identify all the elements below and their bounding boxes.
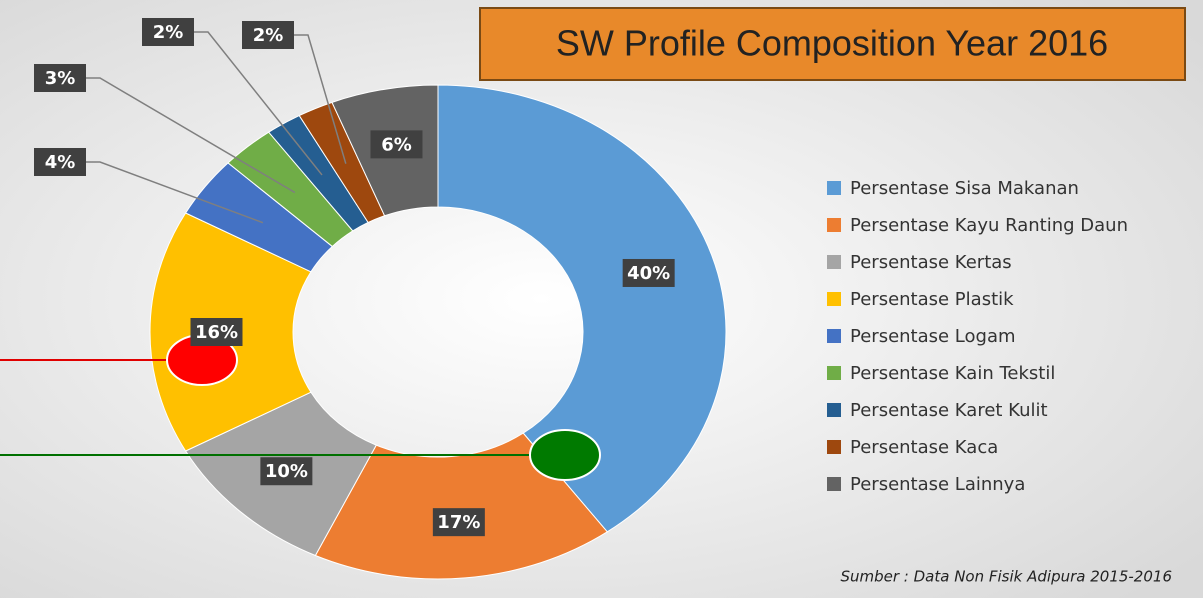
- data-label: 16%: [195, 322, 238, 343]
- legend-label: Persentase Kain Tekstil: [850, 363, 1055, 384]
- leader-line: [86, 77, 296, 194]
- data-label-box: [622, 258, 675, 287]
- donut-slice: [314, 432, 609, 580]
- legend-label: Persentase Karet Kulit: [850, 400, 1048, 421]
- source: Sumber : Data Non Fisik Adipura 2015-201…: [840, 568, 1172, 586]
- data-label-box: [432, 508, 485, 537]
- data-label: 6%: [381, 134, 412, 155]
- legend-label: Persentase Logam: [850, 326, 1016, 347]
- data-label: 10%: [265, 461, 308, 482]
- leader-line: [194, 31, 323, 176]
- data-label-box: [142, 18, 194, 46]
- data-label-box: [34, 148, 86, 176]
- chart-title: SW Profile Composition Year 2016: [556, 23, 1108, 64]
- data-label-box: [370, 130, 423, 159]
- annotation-marker: [529, 429, 601, 481]
- data-label: 3%: [45, 68, 76, 89]
- legend-label: Persentase Plastik: [850, 289, 1014, 310]
- legend-swatch: [827, 218, 841, 232]
- data-label: 4%: [45, 152, 76, 173]
- data-label: 40%: [627, 263, 670, 284]
- data-label-box: [190, 318, 243, 346]
- legend-swatch: [827, 403, 841, 417]
- leader-line: [86, 161, 264, 224]
- title-box: [479, 7, 1186, 81]
- data-label-box: [260, 457, 313, 486]
- data-label: 17%: [437, 512, 480, 533]
- legend-swatch: [827, 477, 841, 491]
- legend-label: Persentase Lainnya: [850, 474, 1025, 495]
- leader-line: [294, 34, 347, 164]
- data-label: 2%: [253, 25, 284, 46]
- legend-label: Persentase Kaca: [850, 437, 998, 458]
- data-label: 2%: [153, 22, 184, 43]
- legend-swatch: [827, 255, 841, 269]
- data-label-box: [34, 64, 86, 92]
- donut-slice: [437, 84, 727, 533]
- legend-label: Persentase Sisa Makanan: [850, 178, 1079, 199]
- legend-swatch: [827, 181, 841, 195]
- data-label-box: [242, 21, 294, 49]
- legend-label: Persentase Kertas: [850, 252, 1012, 273]
- legend-swatch: [827, 366, 841, 380]
- legend-label: Persentase Kayu Ranting Daun: [850, 215, 1128, 236]
- legend-swatch: [827, 329, 841, 343]
- legend-swatch: [827, 440, 841, 454]
- legend-swatch: [827, 292, 841, 306]
